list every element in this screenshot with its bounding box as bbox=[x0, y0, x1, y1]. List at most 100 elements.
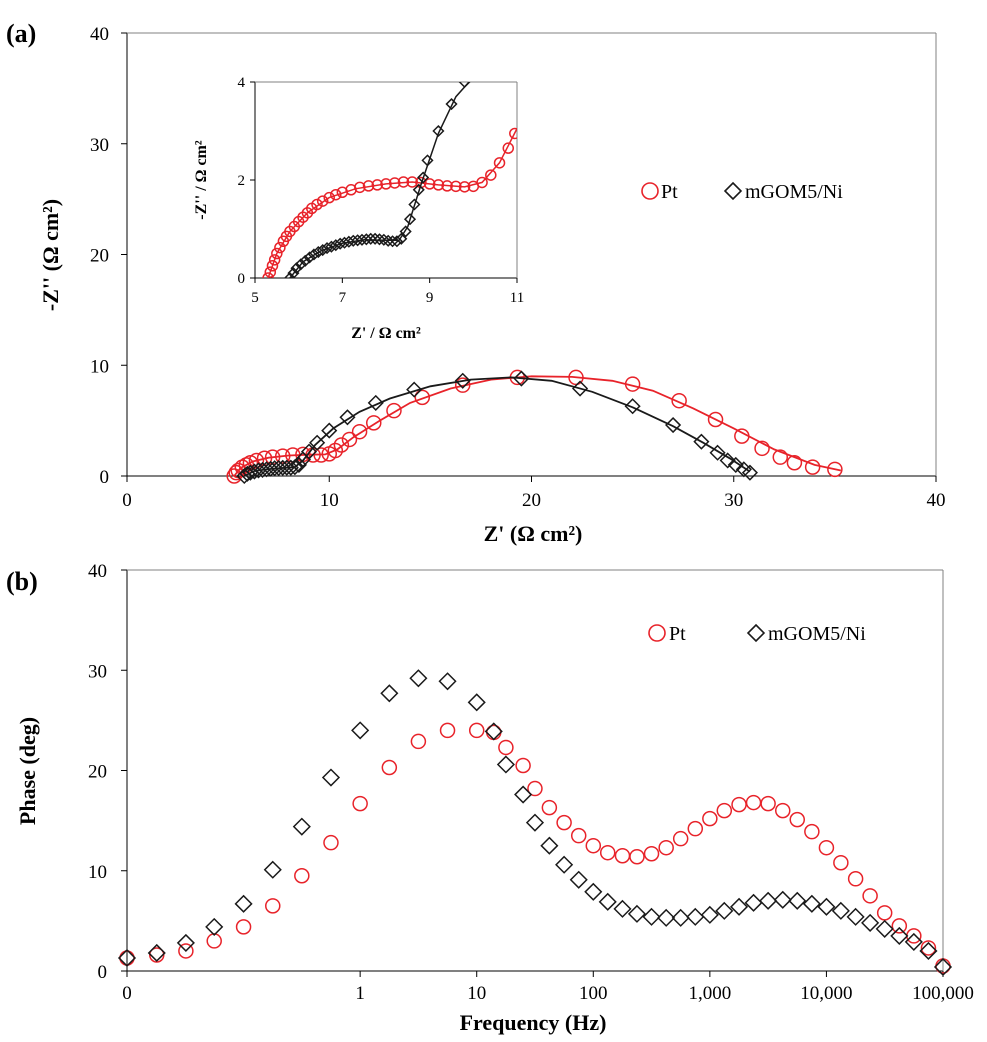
panel-b-point-mgom bbox=[584, 882, 603, 901]
panel-b-point-pt bbox=[556, 814, 572, 831]
panel-b-point-mgom bbox=[467, 693, 486, 712]
panel-b-x-tick-label: 1,000 bbox=[688, 983, 731, 1004]
inset-y-tick-label: 4 bbox=[238, 75, 246, 91]
inset-point-pt bbox=[274, 241, 286, 254]
panel-b-point-mgom bbox=[613, 899, 632, 918]
panel-a-point-mgom bbox=[274, 459, 291, 476]
panel-b-point-pt bbox=[702, 810, 718, 827]
panel-a-point-pt bbox=[772, 449, 789, 465]
inset-x-tick-label: 7 bbox=[339, 290, 347, 306]
panel-b-point-mgom bbox=[263, 860, 282, 879]
panel-b-point-pt bbox=[716, 802, 733, 819]
panel-b-y-label: Phase (deg) bbox=[15, 717, 40, 825]
panel-b-point-pt bbox=[833, 854, 849, 871]
inset-point-mgom bbox=[355, 233, 369, 246]
panel-b-x-label: Frequency (Hz) bbox=[460, 1010, 607, 1035]
panel-b-point-mgom bbox=[292, 817, 311, 836]
inset-x-tick-label: 9 bbox=[426, 290, 434, 306]
panel-b-point-mgom bbox=[555, 855, 574, 874]
panel-b-point-mgom bbox=[540, 836, 559, 855]
inset-y-label: -Z'' / Ω cm² bbox=[193, 140, 210, 220]
panel-a-point-mgom bbox=[286, 459, 303, 476]
panel-b-label: (b) bbox=[6, 567, 38, 596]
panel-b-point-pt bbox=[876, 905, 893, 921]
panel-b-point-mgom bbox=[657, 908, 676, 927]
panel-a-point-pt bbox=[313, 447, 329, 463]
panel-a-point-mgom bbox=[254, 461, 271, 478]
panel-b-y-tick-label: 0 bbox=[98, 962, 108, 983]
panel-b-point-mgom bbox=[671, 908, 690, 927]
panel-a-point-pt bbox=[804, 459, 821, 475]
panel-b-point-pt bbox=[906, 928, 922, 944]
panel-a-point-mgom bbox=[309, 434, 326, 451]
inset-point-pt bbox=[268, 254, 281, 266]
inset-point-mgom bbox=[347, 234, 360, 247]
inset-point-pt bbox=[371, 179, 384, 191]
panel-a-point-mgom bbox=[270, 459, 287, 477]
inset-point-pt bbox=[262, 272, 274, 278]
panel-b-point-pt bbox=[541, 799, 558, 816]
inset-point-pt bbox=[509, 127, 517, 140]
panel-b-point-mgom bbox=[846, 907, 865, 926]
panel-a-point-mgom bbox=[266, 460, 283, 477]
panel-b-x-tick-label: 1 bbox=[355, 983, 365, 1004]
panel-b-point-mgom bbox=[861, 913, 880, 932]
inset-point-mgom bbox=[299, 254, 312, 267]
inset-point-mgom bbox=[399, 225, 412, 238]
panel-b-x-tick-label: 100,000 bbox=[912, 983, 974, 1004]
panel-b-point-mgom bbox=[147, 943, 166, 963]
panel-b-point-mgom bbox=[409, 669, 428, 688]
panel-b-point-mgom bbox=[802, 894, 821, 913]
panel-a-point-pt bbox=[786, 454, 803, 471]
inset-point-pt bbox=[264, 266, 277, 278]
inset-point-pt bbox=[388, 177, 401, 189]
inset-point-mgom bbox=[395, 232, 408, 245]
panel-a-point-mgom bbox=[624, 398, 641, 415]
inset-point-mgom bbox=[386, 235, 399, 248]
panel-b-legend: Pt mGOM5/Ni bbox=[648, 623, 866, 645]
legend-pt-marker bbox=[641, 182, 659, 200]
inset-point-pt bbox=[423, 178, 436, 190]
panel-b-point-pt bbox=[410, 733, 427, 750]
inset-point-mgom bbox=[329, 239, 342, 252]
inset-point-pt bbox=[441, 180, 453, 192]
inset-point-mgom bbox=[283, 271, 296, 278]
inset-point-mgom bbox=[369, 232, 382, 245]
panel-b-point-mgom bbox=[438, 672, 457, 691]
panel-b-point-mgom bbox=[351, 721, 370, 740]
inset-point-mgom bbox=[421, 154, 434, 167]
panel-b-point-mgom bbox=[759, 891, 778, 910]
inset-point-mgom bbox=[377, 233, 390, 246]
panel-a-point-mgom bbox=[321, 422, 338, 439]
panel-a-point-pt bbox=[734, 428, 750, 444]
panel-b-point-pt bbox=[439, 722, 456, 739]
inset-point-pt bbox=[432, 179, 445, 191]
legend-mgom-marker bbox=[723, 181, 743, 201]
panel-b-point-pt bbox=[789, 811, 806, 828]
panel-a-point-pt bbox=[454, 377, 471, 393]
panel-a-point-mgom bbox=[513, 370, 530, 387]
inset-point-mgom bbox=[382, 234, 395, 247]
inset-y-tick-label: 0 bbox=[238, 271, 246, 287]
panel-b-point-mgom bbox=[496, 755, 515, 774]
inset-point-mgom bbox=[294, 258, 307, 271]
panel-a-y-tick-label: 10 bbox=[90, 356, 109, 377]
panel-a-fit-line-pt bbox=[233, 375, 842, 477]
panel-a-point-mgom bbox=[454, 372, 471, 389]
panel-a-x-tick-label: 30 bbox=[724, 490, 743, 511]
panel-a-x-tick-label: 0 bbox=[122, 490, 132, 511]
panel-b-point-mgom bbox=[234, 894, 253, 913]
panel-b-point-mgom bbox=[642, 907, 661, 926]
panel-b-point-pt bbox=[294, 868, 310, 884]
inset-point-mgom bbox=[432, 124, 445, 138]
panel-b-point-mgom bbox=[484, 722, 503, 741]
inset-point-pt bbox=[397, 176, 410, 188]
panel-a-point-pt bbox=[365, 415, 382, 431]
panel-b-point-mgom bbox=[569, 870, 588, 889]
panel-a-point-pt bbox=[707, 411, 724, 428]
panel-b-point-pt bbox=[658, 839, 674, 856]
inset-y-tick-label: 2 bbox=[238, 173, 246, 189]
panel-b-point-pt bbox=[515, 757, 531, 774]
